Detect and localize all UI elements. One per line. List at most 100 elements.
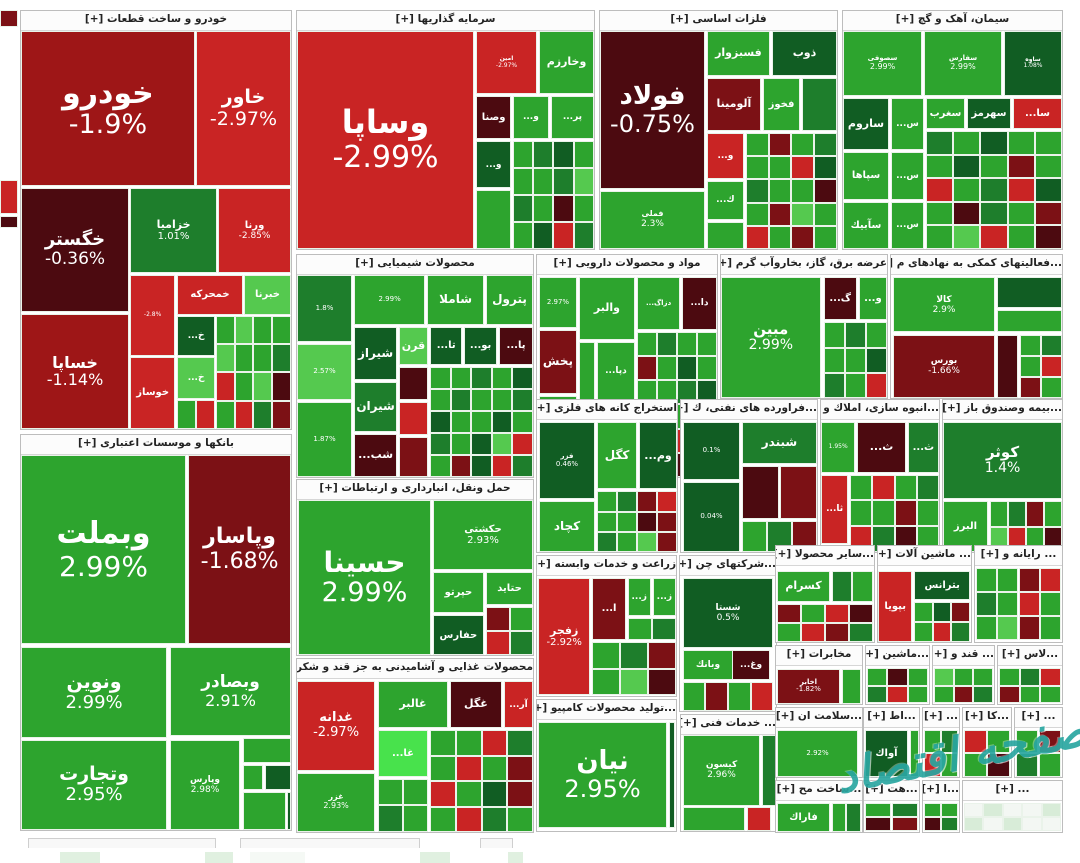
mosaic-cell[interactable] bbox=[177, 399, 197, 429]
stock-tile[interactable]: پا... bbox=[499, 326, 533, 365]
stock-tile[interactable]: دا... bbox=[682, 277, 717, 330]
stock-tile[interactable]: البرز bbox=[943, 501, 988, 552]
mosaic-cell[interactable] bbox=[491, 388, 513, 411]
mosaic-cell[interactable] bbox=[253, 372, 273, 401]
mosaic-cell[interactable] bbox=[852, 570, 873, 603]
stock-tile[interactable]: بورس -1.66% bbox=[893, 334, 995, 398]
stock-tile[interactable]: امین -2.97% bbox=[476, 31, 537, 94]
edge-tile[interactable] bbox=[0, 180, 18, 214]
stock-tile[interactable]: وغ... bbox=[732, 650, 771, 680]
mosaic-cell[interactable] bbox=[512, 222, 534, 249]
mosaic-cell[interactable] bbox=[1015, 729, 1039, 754]
mosaic-cell[interactable] bbox=[402, 778, 428, 806]
mosaic-cell[interactable] bbox=[1019, 667, 1041, 686]
stock-tile[interactable]: خ... bbox=[177, 315, 216, 357]
mosaic-cell[interactable] bbox=[455, 806, 482, 832]
mosaic-cell[interactable] bbox=[1007, 225, 1035, 249]
mosaic-cell[interactable] bbox=[677, 331, 697, 357]
stock-tile[interactable]: حفارس bbox=[432, 615, 484, 655]
edge-tile[interactable] bbox=[0, 216, 18, 228]
mosaic-cell[interactable] bbox=[1039, 591, 1062, 617]
stock-tile[interactable]: غگل bbox=[449, 680, 502, 729]
stock-tile[interactable]: 1.95% bbox=[821, 421, 856, 473]
stock-tile[interactable]: کگل bbox=[597, 421, 638, 490]
mosaic-cell[interactable] bbox=[627, 618, 652, 640]
mosaic-cell[interactable] bbox=[1040, 685, 1061, 704]
mosaic-cell[interactable] bbox=[592, 668, 621, 696]
mosaic-cell[interactable] bbox=[1044, 501, 1062, 527]
mosaic-cell[interactable] bbox=[507, 730, 533, 756]
mosaic-cell[interactable] bbox=[491, 454, 513, 477]
stock-tile[interactable]: 2.99% bbox=[354, 275, 426, 326]
sector-header-metal-ores[interactable]: استخراج کانه های فلزی [+] bbox=[537, 400, 677, 420]
mosaic-cell[interactable] bbox=[916, 474, 939, 501]
mosaic-cell[interactable] bbox=[814, 225, 837, 249]
mosaic-cell[interactable] bbox=[617, 511, 638, 532]
sector-header-hotels[interactable]: ...هت [+] bbox=[864, 781, 919, 801]
sector-header-health[interactable]: ...سلامت ان [+] bbox=[776, 708, 862, 728]
mosaic-cell[interactable] bbox=[215, 344, 235, 373]
stock-tile[interactable]: سهرمز bbox=[966, 97, 1011, 129]
sector-header-utilities[interactable]: عرضه برق، گاز، بخاروآب گرم [+] bbox=[721, 255, 887, 275]
sector-header-sugar[interactable]: ... قند و [+] bbox=[933, 646, 994, 666]
mosaic-cell[interactable] bbox=[987, 753, 1011, 777]
mosaic-cell[interactable] bbox=[637, 531, 657, 552]
mosaic-cell[interactable] bbox=[1034, 154, 1062, 179]
mosaic-cell[interactable] bbox=[1007, 154, 1035, 179]
mosaic-cell[interactable] bbox=[1007, 201, 1035, 226]
stock-tile[interactable]: قرن bbox=[398, 326, 428, 365]
mosaic-cell[interactable] bbox=[934, 667, 954, 686]
stock-tile[interactable]: خوساز bbox=[130, 356, 176, 429]
sector-header-conglomerates[interactable]: ...شرکتهای چن [+] bbox=[680, 556, 776, 576]
stock-tile[interactable]: شیراز bbox=[354, 326, 398, 380]
mosaic-cell[interactable] bbox=[768, 133, 792, 157]
stock-tile[interactable]: فسبزوار bbox=[706, 31, 770, 76]
mosaic-cell[interactable] bbox=[1040, 667, 1061, 686]
mosaic-cell[interactable] bbox=[682, 681, 706, 711]
mosaic-cell[interactable] bbox=[657, 511, 677, 532]
stock-tile[interactable]: شب... bbox=[354, 433, 398, 477]
mosaic-cell[interactable] bbox=[512, 168, 534, 196]
mosaic-cell[interactable] bbox=[953, 225, 981, 249]
stock-tile[interactable]: ا... bbox=[592, 578, 626, 641]
mosaic-cell[interactable] bbox=[1018, 567, 1040, 592]
stock-tile[interactable]: غدانه -2.97% bbox=[297, 680, 376, 771]
mosaic-cell[interactable] bbox=[745, 179, 769, 203]
stock-tile[interactable]: غالبر bbox=[377, 680, 449, 729]
mosaic-cell[interactable] bbox=[1019, 334, 1041, 356]
sector-header-misc-4[interactable]: ... [+] bbox=[963, 781, 1062, 801]
mosaic-cell[interactable] bbox=[887, 685, 908, 704]
stock-tile[interactable] bbox=[242, 791, 286, 830]
stock-tile[interactable]: کوثر 1.4% bbox=[943, 421, 1062, 500]
mosaic-cell[interactable] bbox=[973, 667, 993, 686]
mosaic-cell[interactable] bbox=[215, 372, 235, 401]
sector-header-real-estate[interactable]: ...انبوه سازی، املاك و [+] bbox=[821, 400, 939, 420]
mosaic-cell[interactable] bbox=[999, 667, 1020, 686]
mosaic-cell[interactable] bbox=[800, 604, 825, 623]
stock-tile[interactable]: وپاسار -1.68% bbox=[188, 455, 291, 645]
mosaic-cell[interactable] bbox=[825, 604, 849, 623]
mosaic-cell[interactable] bbox=[553, 222, 574, 249]
mosaic-cell[interactable] bbox=[849, 623, 873, 642]
mosaic-cell[interactable] bbox=[768, 225, 792, 249]
mosaic-cell[interactable] bbox=[831, 802, 847, 832]
mosaic-cell[interactable] bbox=[450, 432, 472, 455]
mosaic-cell[interactable] bbox=[1019, 376, 1041, 398]
mosaic-cell[interactable] bbox=[850, 474, 873, 501]
mosaic-cell[interactable] bbox=[776, 604, 801, 623]
mosaic-cell[interactable] bbox=[1007, 178, 1035, 202]
mosaic-cell[interactable] bbox=[745, 133, 769, 157]
stock-tile[interactable]: ك... bbox=[706, 180, 744, 220]
mosaic-cell[interactable] bbox=[507, 806, 533, 832]
mosaic-cell[interactable] bbox=[486, 607, 510, 632]
mosaic-cell[interactable] bbox=[865, 816, 892, 832]
stock-tile[interactable]: خزامیا 1.01% bbox=[130, 187, 218, 273]
mosaic-cell[interactable] bbox=[481, 755, 508, 782]
mosaic-cell[interactable] bbox=[471, 366, 492, 389]
mosaic-cell[interactable] bbox=[907, 685, 928, 704]
mosaic-cell[interactable] bbox=[983, 816, 1003, 832]
mosaic-cell[interactable] bbox=[697, 356, 717, 381]
stock-tile[interactable]: سپاها bbox=[843, 151, 889, 200]
stock-tile[interactable]: حسینا 2.99% bbox=[297, 500, 432, 655]
mosaic-cell[interactable] bbox=[814, 156, 837, 180]
